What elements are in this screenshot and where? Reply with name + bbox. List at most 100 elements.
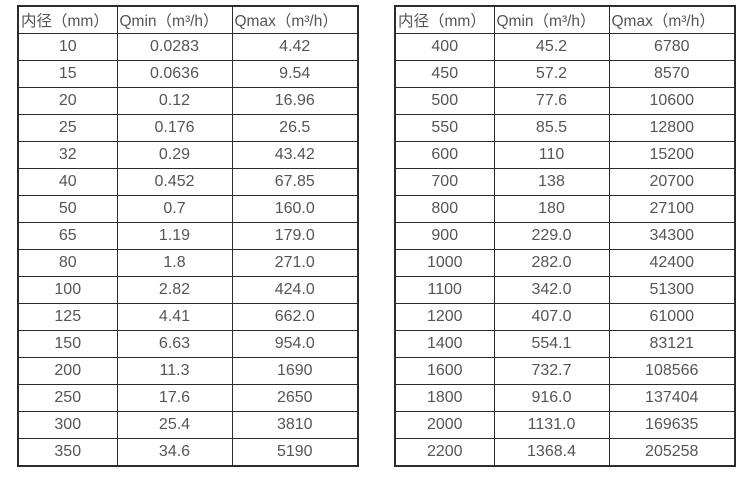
table-row: 2000 1131.0 169635 [394, 411, 736, 439]
table-cell: 342.0 [493, 276, 610, 304]
table-cell: 65 [17, 222, 118, 250]
table-cell: 954.0 [231, 330, 359, 358]
table-cell: 600 [394, 141, 495, 169]
table-row: 500 77.6 10600 [394, 87, 736, 115]
table-cell: 20700 [608, 168, 736, 196]
table-cell: 179.0 [231, 222, 359, 250]
table-cell: 6780 [608, 33, 736, 61]
table-cell: 229.0 [493, 222, 610, 250]
table-cell: 0.0283 [116, 33, 233, 61]
table-cell: 0.12 [116, 87, 233, 115]
table-cell: 42400 [608, 249, 736, 277]
table-cell: 20 [17, 87, 118, 115]
table-cell: 8570 [608, 60, 736, 88]
table-row: 600 110 15200 [394, 141, 736, 169]
table-cell: 2650 [231, 384, 359, 412]
table-row: 1000 282.0 42400 [394, 249, 736, 277]
table-row: 1800 916.0 137404 [394, 384, 736, 412]
table-cell: 900 [394, 222, 495, 250]
table-cell: 150 [17, 330, 118, 358]
table-cell: 500 [394, 87, 495, 115]
table-cell: 1131.0 [493, 411, 610, 439]
table-row: 125 4.41 662.0 [17, 303, 359, 331]
table-cell: 100 [17, 276, 118, 304]
table-cell: 10 [17, 33, 118, 61]
table-cell: 350 [17, 438, 118, 467]
table-cell: 80 [17, 249, 118, 277]
table-row: 1100 342.0 51300 [394, 276, 736, 304]
table-cell: 169635 [608, 411, 736, 439]
table-row: 250 17.6 2650 [17, 384, 359, 412]
table-cell: 1100 [394, 276, 495, 304]
table-cell: 27100 [608, 195, 736, 223]
table-cell: 43.42 [231, 141, 359, 169]
table-cell: 1200 [394, 303, 495, 331]
table-cell: 800 [394, 195, 495, 223]
table-cell: 77.6 [493, 87, 610, 115]
table-cell: 2000 [394, 411, 495, 439]
table-cell: 138 [493, 168, 610, 196]
table-row: 25 0.176 26.5 [17, 114, 359, 142]
table-cell: 83121 [608, 330, 736, 358]
table-row: 450 57.2 8570 [394, 60, 736, 88]
table-body: 10 0.0283 4.42 15 0.0636 9.54 20 0.12 16.96 25 0.1… [17, 33, 359, 467]
table-cell: 6.63 [116, 330, 233, 358]
table-cell: 25.4 [116, 411, 233, 439]
table-cell: 1000 [394, 249, 495, 277]
column-header-diameter: 内径（mm） [17, 5, 118, 34]
table-row: 65 1.19 179.0 [17, 222, 359, 250]
table-row: 2200 1368.4 205258 [394, 438, 736, 467]
table-cell: 85.5 [493, 114, 610, 142]
table-row: 150 6.63 954.0 [17, 330, 359, 358]
table-row: 15 0.0636 9.54 [17, 60, 359, 88]
table-cell: 1690 [231, 357, 359, 385]
table-cell: 1.8 [116, 249, 233, 277]
table-cell: 200 [17, 357, 118, 385]
table-cell: 424.0 [231, 276, 359, 304]
table-cell: 450 [394, 60, 495, 88]
table-cell: 0.0636 [116, 60, 233, 88]
table-cell: 108566 [608, 357, 736, 385]
header-row: 内径（mm） Qmin（m³/h） Qmax（m³/h） [17, 5, 359, 34]
table-row: 40 0.452 67.85 [17, 168, 359, 196]
column-header-qmin: Qmin（m³/h） [116, 5, 233, 34]
table-cell: 0.176 [116, 114, 233, 142]
table-cell: 0.29 [116, 141, 233, 169]
table-cell: 57.2 [493, 60, 610, 88]
table-cell: 282.0 [493, 249, 610, 277]
table-row: 550 85.5 12800 [394, 114, 736, 142]
table-cell: 180 [493, 195, 610, 223]
table-cell: 25 [17, 114, 118, 142]
table-cell: 12800 [608, 114, 736, 142]
header-row: 内径（mm） Qmin（m³/h） Qmax（m³/h） [394, 5, 736, 34]
table-row: 1200 407.0 61000 [394, 303, 736, 331]
table-cell: 125 [17, 303, 118, 331]
table-row: 800 180 27100 [394, 195, 736, 223]
table-cell: 554.1 [493, 330, 610, 358]
table-cell: 9.54 [231, 60, 359, 88]
table-row: 100 2.82 424.0 [17, 276, 359, 304]
table-row: 80 1.8 271.0 [17, 249, 359, 277]
table-cell: 250 [17, 384, 118, 412]
table-cell: 11.3 [116, 357, 233, 385]
table-cell: 61000 [608, 303, 736, 331]
table-cell: 1368.4 [493, 438, 610, 467]
table-cell: 916.0 [493, 384, 610, 412]
table-row: 32 0.29 43.42 [17, 141, 359, 169]
table-row: 700 138 20700 [394, 168, 736, 196]
table-cell: 300 [17, 411, 118, 439]
table-cell: 160.0 [231, 195, 359, 223]
table-cell: 5190 [231, 438, 359, 467]
table-cell: 26.5 [231, 114, 359, 142]
table-cell: 3810 [231, 411, 359, 439]
table-cell: 0.452 [116, 168, 233, 196]
table-cell: 550 [394, 114, 495, 142]
table-cell: 15200 [608, 141, 736, 169]
table-row: 900 229.0 34300 [394, 222, 736, 250]
table-row: 10 0.0283 4.42 [17, 33, 359, 61]
table-cell: 205258 [608, 438, 736, 467]
column-header-qmax: Qmax（m³/h） [231, 5, 359, 34]
table-cell: 45.2 [493, 33, 610, 61]
table-cell: 51300 [608, 276, 736, 304]
